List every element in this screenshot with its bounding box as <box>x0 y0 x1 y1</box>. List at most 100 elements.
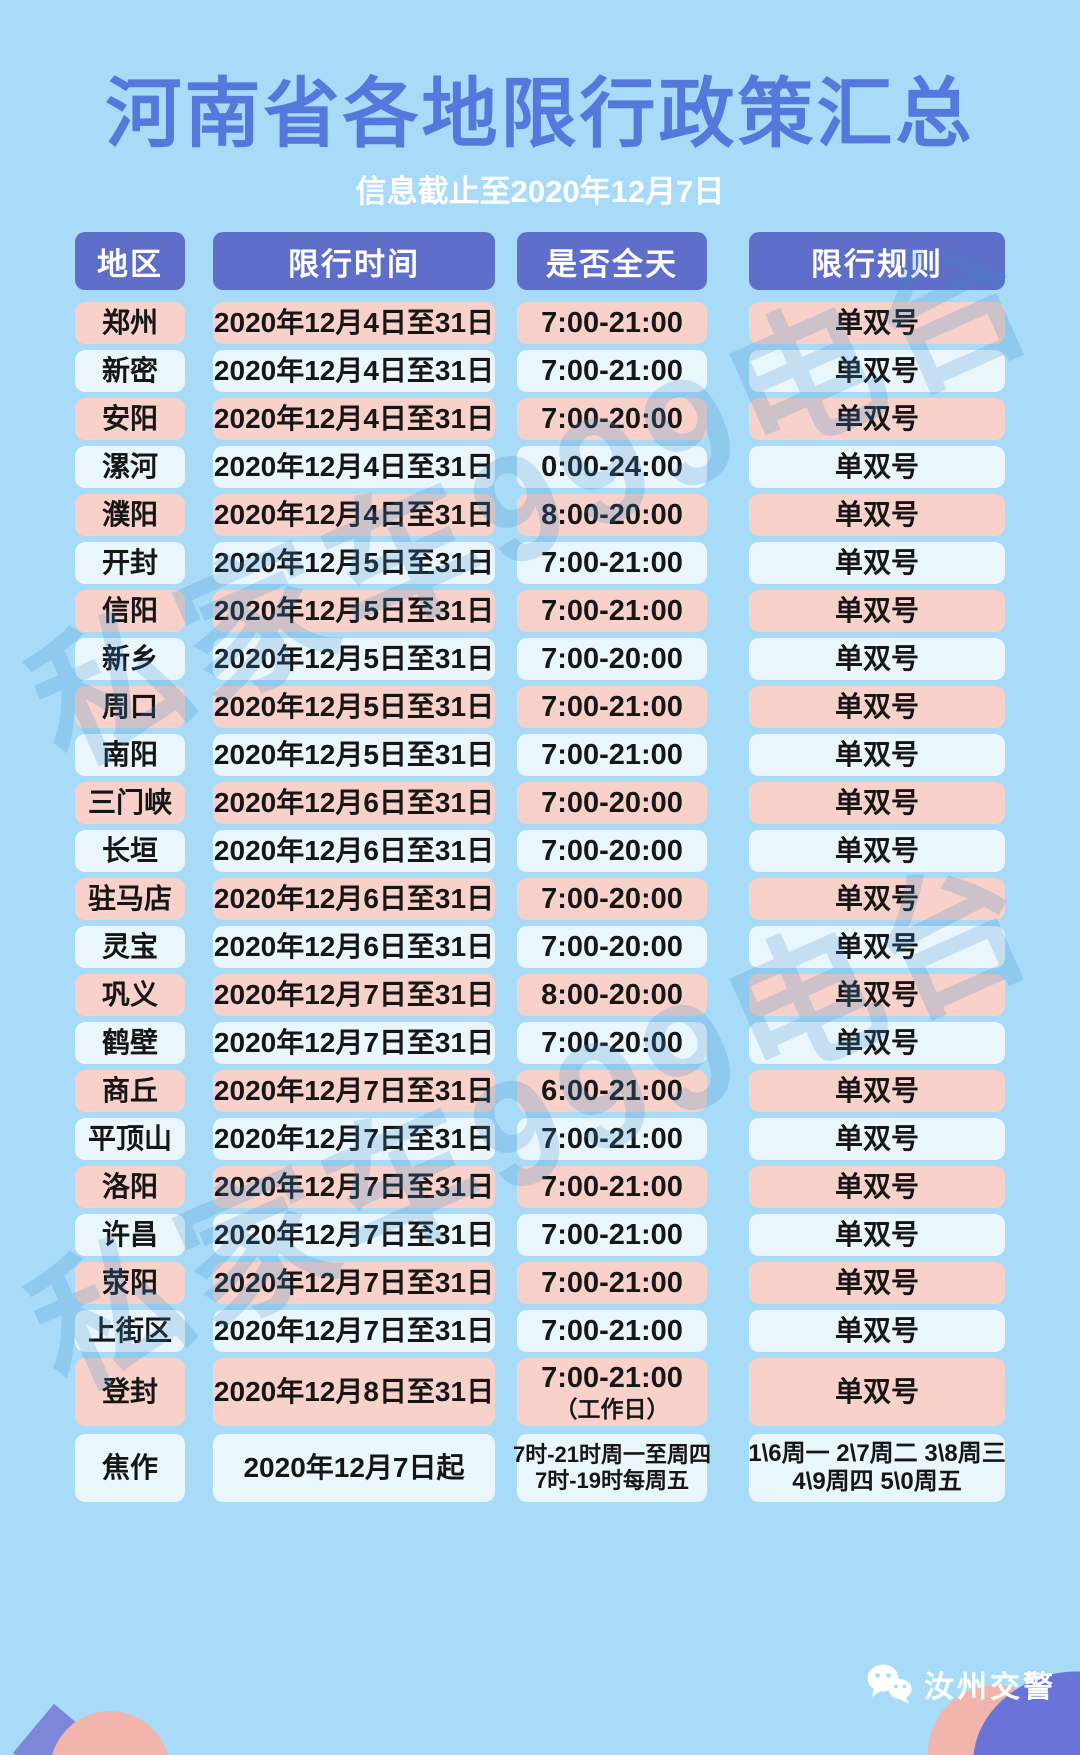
table-row: 新密 2020年12月4日至31日 7:00-21:00 单双号 <box>75 350 1005 392</box>
rule-text: 单双号 <box>834 883 919 915</box>
allday-text: 7:00-21:00 <box>541 1170 683 1203</box>
region-text: 安阳 <box>101 403 158 435</box>
table-row: 灵宝 2020年12月6日至31日 7:00-20:00 单双号 <box>75 926 1005 968</box>
allday-cell: 7:00-20:00 <box>517 926 707 968</box>
period-text: 2020年12月6日至31日 <box>213 787 495 819</box>
rule-cell: 单双号 <box>749 542 1005 584</box>
rule-cell: 单双号 <box>749 878 1005 920</box>
allday-text: 8:00-20:00 <box>541 978 683 1011</box>
allday-cell: 7:00-21:00 <box>517 1262 707 1304</box>
table-row: 濮阳 2020年12月4日至31日 8:00-20:00 单双号 <box>75 494 1005 536</box>
allday-text: 7:00-21:00 <box>541 1362 683 1395</box>
period-cell: 2020年12月4日至31日 <box>213 446 495 488</box>
region-cell: 漯河 <box>75 446 185 488</box>
period-cell: 2020年12月5日至31日 <box>213 734 495 776</box>
period-cell: 2020年12月6日至31日 <box>213 926 495 968</box>
period-cell: 2020年12月7日至31日 <box>213 1310 495 1352</box>
rule-text: 单双号 <box>834 499 919 531</box>
rule-text: 4\9周四 5\0周五 <box>792 1468 962 1495</box>
header-restriction-period: 限行时间 <box>213 232 495 290</box>
table-row: 漯河 2020年12月4日至31日 0:00-24:00 单双号 <box>75 446 1005 488</box>
period-text: 2020年12月7日至31日 <box>213 1123 495 1155</box>
region-text: 商丘 <box>101 1075 158 1107</box>
period-text: 2020年12月6日至31日 <box>213 931 495 963</box>
period-cell: 2020年12月7日起 <box>213 1434 495 1502</box>
allday-cell: 7:00-21:00 <box>517 542 707 584</box>
rule-text: 单双号 <box>834 307 919 339</box>
period-cell: 2020年12月7日至31日 <box>213 974 495 1016</box>
region-cell: 安阳 <box>75 398 185 440</box>
period-cell: 2020年12月7日至31日 <box>213 1214 495 1256</box>
period-text: 2020年12月7日至31日 <box>213 1075 495 1107</box>
rule-text: 单双号 <box>834 1315 919 1347</box>
period-text: 2020年12月7日至31日 <box>213 1315 495 1347</box>
period-text: 2020年12月6日至31日 <box>213 835 495 867</box>
period-cell: 2020年12月6日至31日 <box>213 782 495 824</box>
rule-text: 单双号 <box>834 979 919 1011</box>
period-cell: 2020年12月4日至31日 <box>213 494 495 536</box>
allday-text: 7:00-21:00 <box>541 738 683 771</box>
table-row: 郑州 2020年12月4日至31日 7:00-21:00 单双号 <box>75 302 1005 344</box>
allday-text: （工作日） <box>554 1395 670 1422</box>
period-cell: 2020年12月4日至31日 <box>213 398 495 440</box>
region-text: 新密 <box>101 355 158 387</box>
rule-text: 单双号 <box>834 1027 919 1059</box>
region-cell: 三门峡 <box>75 782 185 824</box>
allday-text: 7时-19时每周五 <box>534 1468 690 1493</box>
rule-cell: 单双号 <box>749 686 1005 728</box>
period-text: 2020年12月4日至31日 <box>213 403 495 435</box>
region-cell: 焦作 <box>75 1434 185 1502</box>
region-cell: 周口 <box>75 686 185 728</box>
region-cell: 郑州 <box>75 302 185 344</box>
rule-text: 单双号 <box>834 691 919 723</box>
rule-text: 单双号 <box>834 403 919 435</box>
table-row: 许昌 2020年12月7日至31日 7:00-21:00 单双号 <box>75 1214 1005 1256</box>
region-cell: 灵宝 <box>75 926 185 968</box>
rule-text: 单双号 <box>834 547 919 579</box>
table-row: 巩义 2020年12月7日至31日 8:00-20:00 单双号 <box>75 974 1005 1016</box>
allday-text: 7:00-21:00 <box>541 306 683 339</box>
period-text: 2020年12月8日至31日 <box>213 1376 495 1408</box>
region-cell: 洛阳 <box>75 1166 185 1208</box>
region-text: 许昌 <box>101 1219 158 1251</box>
period-cell: 2020年12月8日至31日 <box>213 1358 495 1426</box>
allday-cell: 7:00-20:00 <box>517 1022 707 1064</box>
allday-cell: 8:00-20:00 <box>517 494 707 536</box>
allday-text: 7:00-20:00 <box>541 1026 683 1059</box>
region-cell: 濮阳 <box>75 494 185 536</box>
period-cell: 2020年12月7日至31日 <box>213 1070 495 1112</box>
header-region: 地区 <box>75 232 185 290</box>
allday-cell: 0:00-24:00 <box>517 446 707 488</box>
region-cell: 荥阳 <box>75 1262 185 1304</box>
region-cell: 开封 <box>75 542 185 584</box>
period-text: 2020年12月7日至31日 <box>213 1267 495 1299</box>
period-text: 2020年12月4日至31日 <box>213 451 495 483</box>
region-text: 周口 <box>101 691 158 723</box>
allday-text: 7:00-20:00 <box>541 642 683 675</box>
rule-cell: 单双号 <box>749 1118 1005 1160</box>
rule-cell: 单双号 <box>749 1358 1005 1426</box>
allday-text: 7:00-21:00 <box>541 1314 683 1347</box>
period-text: 2020年12月4日至31日 <box>213 355 495 387</box>
allday-text: 7:00-20:00 <box>541 930 683 963</box>
region-text: 郑州 <box>101 307 158 339</box>
page-title: 河南省各地限行政策汇总 <box>105 72 975 157</box>
allday-text: 7:00-21:00 <box>541 354 683 387</box>
table-row: 荥阳 2020年12月7日至31日 7:00-21:00 单双号 <box>75 1262 1005 1304</box>
allday-cell: 7:00-20:00 <box>517 830 707 872</box>
allday-cell: 7:00-20:00 <box>517 782 707 824</box>
allday-cell: 7:00-21:00 <box>517 1310 707 1352</box>
rule-text: 单双号 <box>834 931 919 963</box>
table-row: 三门峡 2020年12月6日至31日 7:00-20:00 单双号 <box>75 782 1005 824</box>
period-text: 2020年12月6日至31日 <box>213 883 495 915</box>
region-text: 濮阳 <box>101 499 158 531</box>
period-text: 2020年12月5日至31日 <box>213 739 495 771</box>
allday-cell: 7:00-21:00 <box>517 302 707 344</box>
table-row: 焦作 2020年12月7日起 7时-21时周一至周四 7时-19时每周五 1\6周一 2… <box>75 1434 1006 1502</box>
table-row: 洛阳 2020年12月7日至31日 7:00-21:00 单双号 <box>75 1166 1005 1208</box>
region-text: 信阳 <box>101 595 158 627</box>
table-row: 新乡 2020年12月5日至31日 7:00-20:00 单双号 <box>75 638 1005 680</box>
rule-cell: 单双号 <box>749 734 1005 776</box>
region-text: 洛阳 <box>101 1171 158 1203</box>
